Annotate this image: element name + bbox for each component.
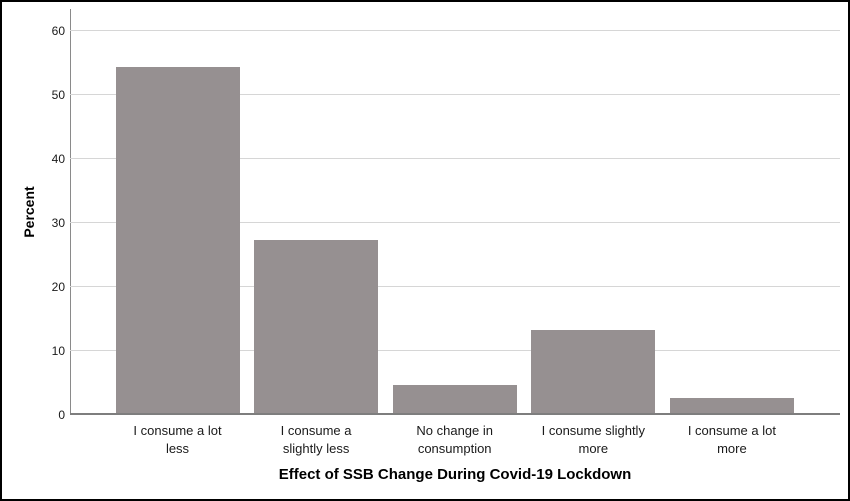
x-axis-title: Effect of SSB Change During Covid-19 Loc… xyxy=(278,466,632,483)
category-label-line: more xyxy=(578,441,609,456)
y-axis-line xyxy=(70,9,71,415)
plot-area xyxy=(70,9,840,415)
bar-2 xyxy=(254,240,379,413)
category-label-2: I consume a slightly less xyxy=(231,422,401,458)
category-label-line: more xyxy=(717,441,747,456)
y-tick-label-10: 10 xyxy=(51,343,65,358)
y-tick-label-30: 30 xyxy=(51,215,65,230)
category-label-line: I consume a lot xyxy=(133,423,222,438)
bar-3 xyxy=(392,385,517,413)
category-label-line: I consume slightly xyxy=(541,423,645,438)
gridline-30 xyxy=(70,221,840,223)
category-label-line: consumption xyxy=(417,441,492,456)
category-label-3: No change in consumption xyxy=(370,422,540,458)
category-label-1: I consume a lot less xyxy=(93,422,263,458)
y-tick-label-40: 40 xyxy=(51,151,65,166)
y-tick-label-20: 20 xyxy=(51,279,65,294)
gridline-20 xyxy=(70,285,840,287)
category-label-line: I consume a lot xyxy=(687,423,776,438)
y-tick-label-60: 60 xyxy=(51,23,65,38)
category-label-5: I consume a lot more xyxy=(647,422,817,458)
category-label-line: I consume a xyxy=(280,423,352,438)
gridline-60 xyxy=(70,29,840,31)
gridline-10 xyxy=(70,349,840,351)
y-tick-label-0: 0 xyxy=(58,408,65,422)
y-tick-label-50: 50 xyxy=(51,87,65,102)
gridline-40 xyxy=(70,157,840,159)
y-axis-title: Percent xyxy=(21,186,37,238)
bar-1 xyxy=(115,67,240,413)
y-axis-tick-labels: 0 10 20 30 40 50 60 xyxy=(2,9,65,421)
category-label-4: I consume slightly more xyxy=(508,422,678,458)
category-label-line: less xyxy=(165,441,190,456)
bar-5 xyxy=(669,398,794,413)
x-axis-baseline xyxy=(70,413,840,415)
bar-4 xyxy=(531,329,656,413)
gridline-50 xyxy=(70,93,840,95)
x-axis-category-labels: I consume a lot less I consume a slightly l… xyxy=(2,422,848,464)
category-label-line: No change in xyxy=(416,423,493,438)
category-label-line: slightly less xyxy=(282,441,350,456)
